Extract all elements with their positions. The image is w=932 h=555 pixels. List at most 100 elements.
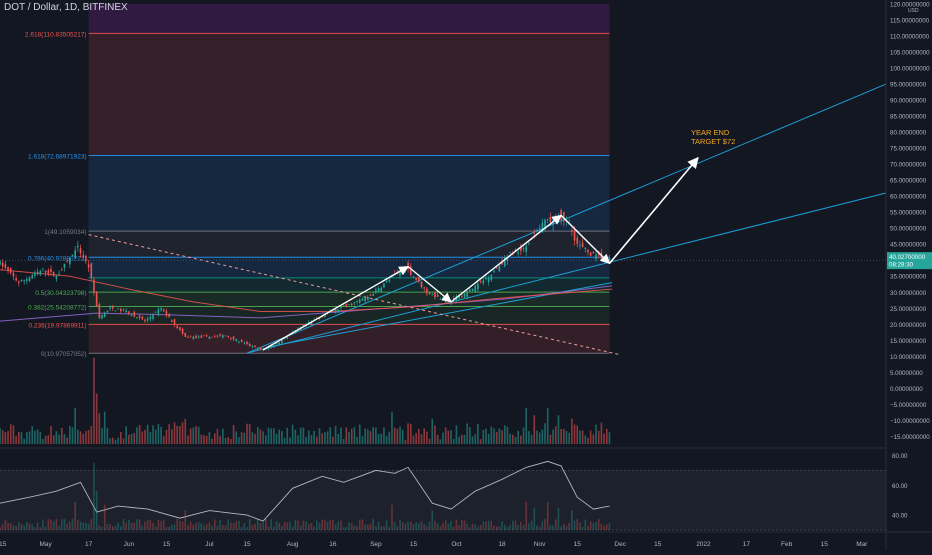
candle-body <box>157 309 160 315</box>
volume-bar <box>369 431 372 444</box>
candle-body <box>106 310 109 313</box>
volume-bar <box>4 432 7 444</box>
oscillator-volume-bar <box>353 525 356 530</box>
candle-body <box>452 298 455 300</box>
y-tick-label: 0.00000000 <box>890 386 923 393</box>
candle-body <box>230 338 232 340</box>
oscillator-volume-bar <box>592 523 595 530</box>
candle-body <box>267 346 270 349</box>
volume-bar <box>546 408 549 444</box>
y-tick-label: 35.00000000 <box>890 274 927 281</box>
oscillator-volume-bar <box>544 518 546 530</box>
volume-bar <box>495 431 498 444</box>
y-tick-label: 45.00000000 <box>890 242 927 249</box>
candle-body <box>0 261 1 265</box>
oscillator-volume-bar <box>267 526 270 530</box>
volume-bar <box>160 426 162 444</box>
oscillator-volume-bar <box>318 522 321 530</box>
oscillator-volume-bar <box>520 521 522 530</box>
candle-body <box>324 314 326 317</box>
oscillator-volume-bar <box>321 519 323 530</box>
candle-body <box>595 254 597 259</box>
oscillator-volume-bar <box>528 523 530 530</box>
volume-bar <box>281 430 283 444</box>
candle-body <box>187 336 189 338</box>
volume-bar <box>286 427 289 444</box>
volume-bar <box>474 434 477 444</box>
oscillator-volume-bar <box>495 526 498 530</box>
volume-bar <box>278 429 281 444</box>
volume-bar <box>482 429 485 444</box>
volume-bar <box>385 435 388 444</box>
x-tick-label: 16 <box>329 541 337 548</box>
oscillator-volume-bar <box>490 520 493 530</box>
oscillator-volume-bar <box>259 523 262 530</box>
oscillator-volume-bar <box>77 519 79 530</box>
oscillator-volume-bar <box>230 522 232 530</box>
oscillator-volume-bar <box>173 524 176 530</box>
oscillator-volume-bar <box>503 524 506 530</box>
volume-bar <box>77 429 79 444</box>
volume-bar <box>490 426 493 444</box>
candle-body <box>85 255 87 261</box>
candle-body <box>149 316 152 320</box>
oscillator-volume-bar <box>281 525 283 530</box>
candle-body <box>165 310 168 316</box>
candle-body <box>259 347 262 350</box>
volume-bar <box>31 426 34 444</box>
volume-bar <box>592 434 595 444</box>
volume-bar <box>536 430 538 444</box>
volume-bar <box>47 435 50 444</box>
oscillator-volume-bar <box>595 521 597 530</box>
volume-bar <box>342 438 345 444</box>
candle-body <box>219 334 221 336</box>
y-tick-label: 60.00000000 <box>890 194 927 201</box>
candle-body <box>117 308 119 310</box>
volume-bar <box>520 435 522 444</box>
y-tick-label: −15.00000000 <box>890 434 930 441</box>
y-tick-label: 100.00000000 <box>890 66 930 73</box>
candle-body <box>460 295 463 297</box>
candle-body <box>372 294 374 296</box>
volume-bar <box>297 435 299 444</box>
oscillator-volume-bar <box>133 522 136 530</box>
volume-bar <box>208 432 211 444</box>
volume-bar <box>291 424 294 444</box>
oscillator-volume-bar <box>50 519 52 530</box>
candle-body <box>428 292 431 295</box>
oscillator-volume-bar <box>460 519 463 530</box>
fib-label-0.786: 0.786(40.92890222) <box>28 255 87 262</box>
volume-bar <box>213 433 216 444</box>
oscillator-volume-bar <box>192 524 195 530</box>
oscillator-volume-bar <box>563 523 565 530</box>
candle-body <box>26 278 28 281</box>
oscillator-volume-bar <box>157 519 160 530</box>
volume-bar <box>455 425 458 444</box>
oscillator-volume-bar <box>337 521 340 530</box>
candle-body <box>36 271 39 275</box>
oscillator-volume-bar <box>466 523 468 530</box>
volume-bar <box>579 430 581 444</box>
volume-bar <box>34 430 36 444</box>
candle-body <box>208 336 211 339</box>
volume-bar <box>340 427 342 444</box>
oscillator-volume-bar <box>7 522 9 530</box>
oscillator-volume-bar <box>415 521 417 530</box>
candle-body <box>243 342 246 344</box>
candle-body <box>369 294 372 296</box>
volume-bar <box>358 424 361 444</box>
candle-body <box>275 343 278 344</box>
oscillator-volume-bar <box>264 518 267 530</box>
candle-body <box>4 264 7 269</box>
oscillator-volume-bar <box>554 519 557 530</box>
y-tick-label: 15.00000000 <box>890 338 927 345</box>
oscillator-volume-bar <box>576 519 579 530</box>
volume-bar <box>130 433 133 444</box>
volume-bar <box>608 432 611 444</box>
oscillator-volume-bar <box>60 519 63 530</box>
oscillator-volume-bar <box>200 523 203 530</box>
candle-body <box>162 309 165 311</box>
x-tick-label: Jul <box>205 541 214 548</box>
